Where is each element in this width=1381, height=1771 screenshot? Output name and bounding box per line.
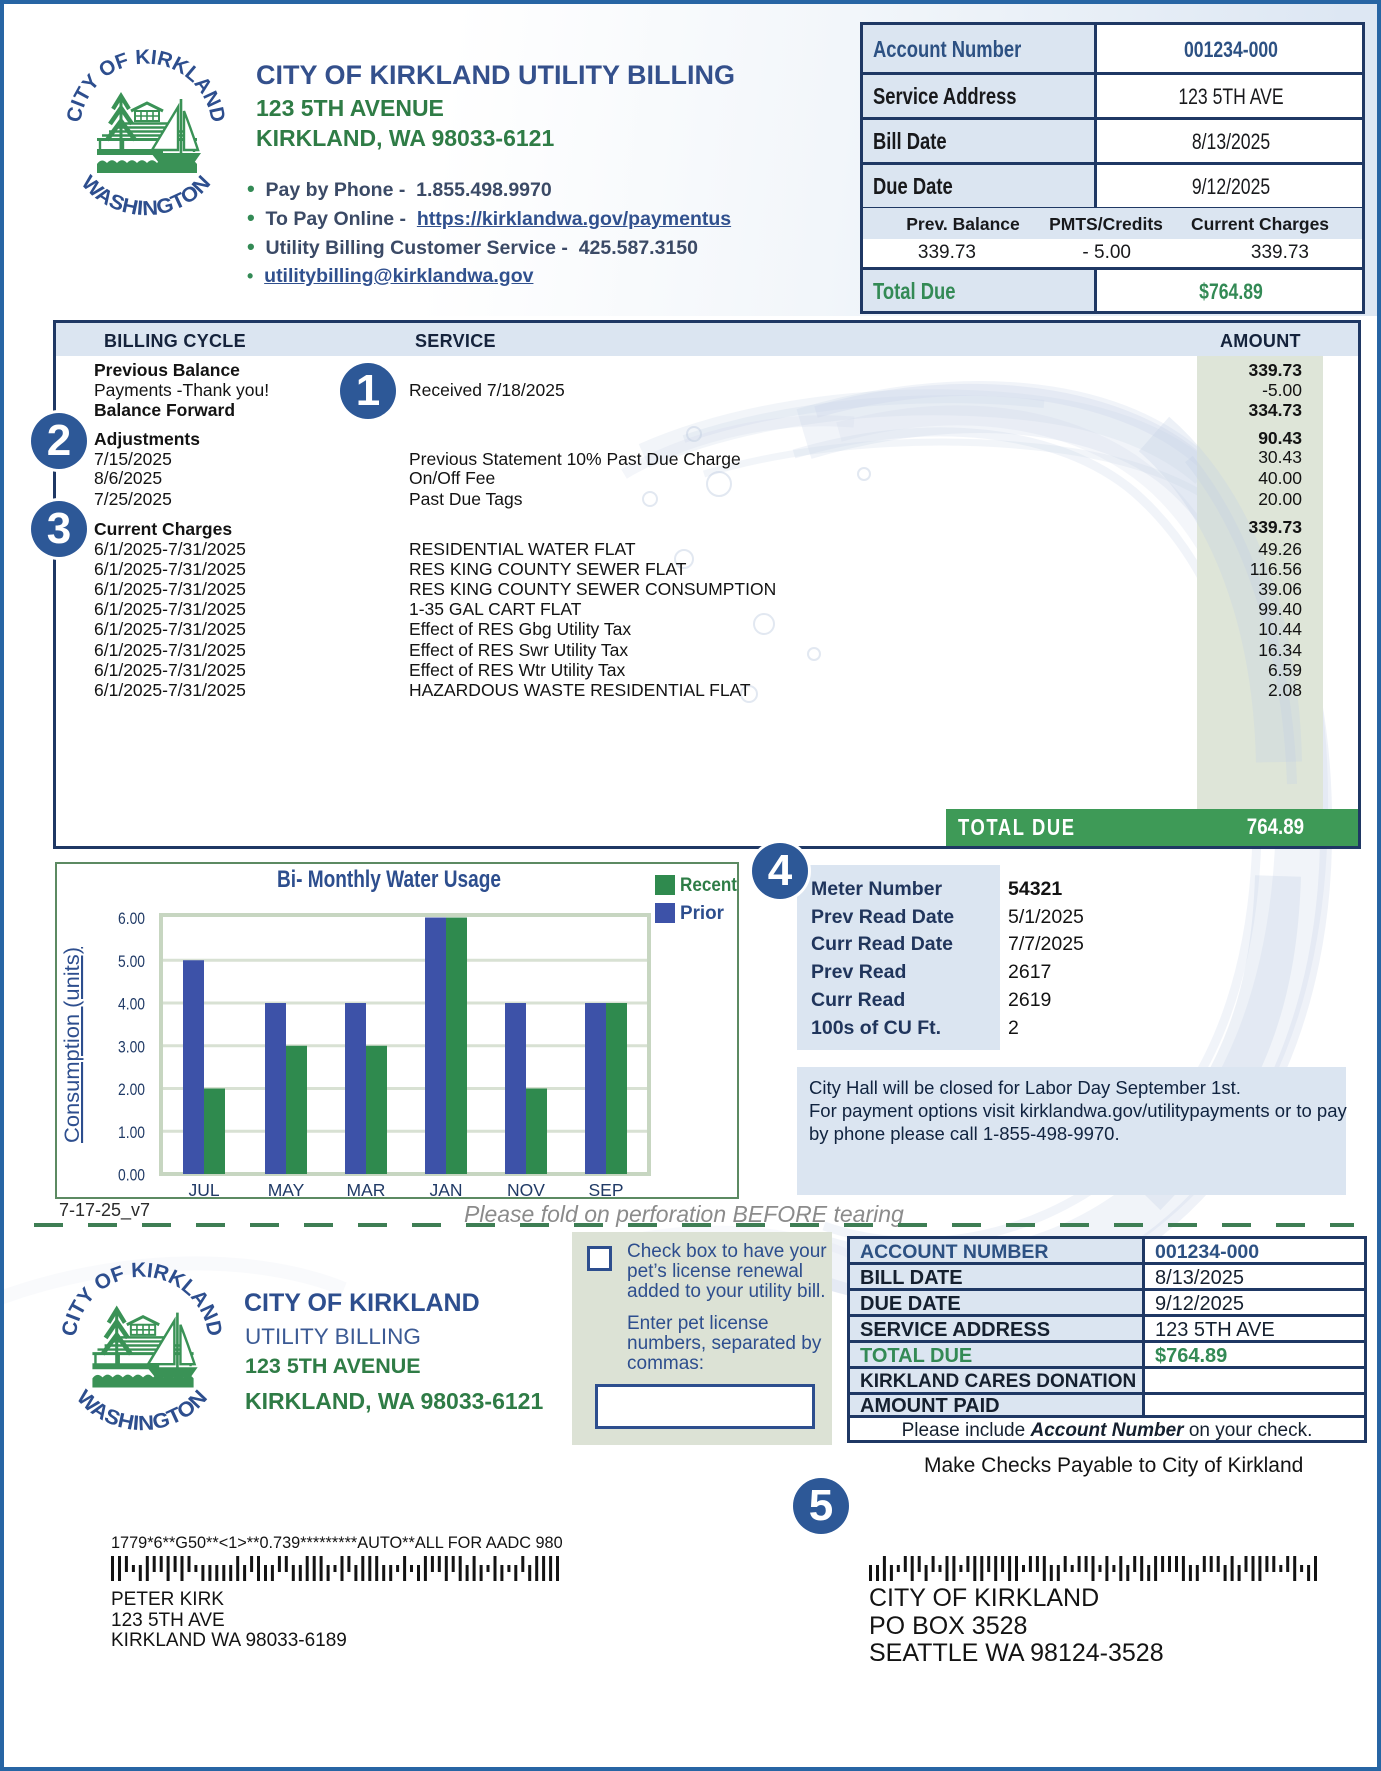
svg-text:MAY: MAY (268, 1180, 305, 1200)
svg-text:NOV: NOV (507, 1180, 545, 1200)
svg-text:Recent: Recent (680, 875, 738, 896)
svg-text:Bi- Monthly Water Usage: Bi- Monthly Water Usage (277, 866, 501, 893)
svg-text:MAR: MAR (347, 1180, 386, 1200)
svg-text:6.00: 6.00 (118, 910, 145, 928)
svg-text:JAN: JAN (429, 1180, 462, 1200)
svg-text:JUL: JUL (188, 1180, 219, 1200)
svg-text:4.00: 4.00 (118, 996, 145, 1014)
svg-text:3.00: 3.00 (118, 1038, 145, 1056)
svg-text:0.00: 0.00 (118, 1167, 145, 1185)
svg-text:2.00: 2.00 (118, 1081, 145, 1099)
svg-text:5.00: 5.00 (118, 953, 145, 971)
svg-text:1.00: 1.00 (118, 1124, 145, 1142)
svg-text:Prior: Prior (680, 903, 725, 924)
svg-text:SEP: SEP (588, 1180, 623, 1200)
svg-text:Consumption (units): Consumption (units) (61, 947, 84, 1143)
